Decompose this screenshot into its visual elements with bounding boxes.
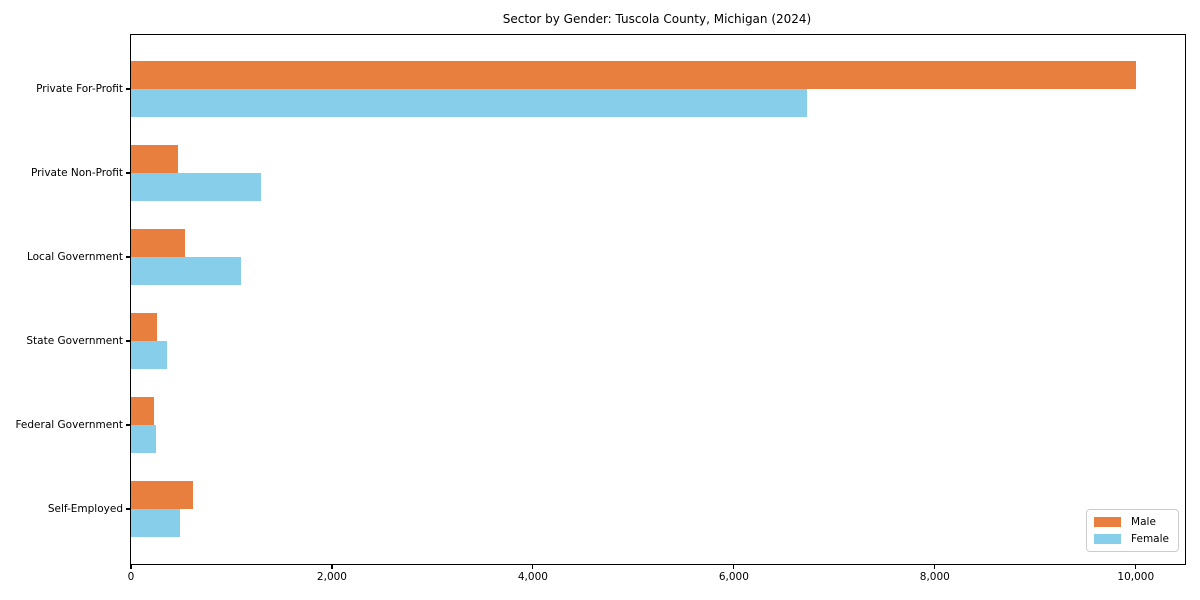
legend: Male Female [1086,509,1179,552]
plot-area: Private For-Profit Private Non-Profit Loca… [15,34,1186,583]
x-tick-mark [130,565,132,570]
bar-female-2 [131,173,261,201]
x-tick-mark [733,565,735,570]
y-category-label: State Government [26,335,123,347]
legend-label-male: Male [1131,516,1156,528]
y-tick-mark [125,424,130,426]
y-category-label: Self-Employed [47,503,123,515]
chart-title: Sector by Gender: Tuscola County, Michig… [502,12,812,26]
y-tick-mark [125,256,130,258]
y-category-label: Private For-Profit [36,83,123,95]
bar-female-3 [131,257,241,285]
bar-male-3 [131,229,186,257]
legend-swatch-female [1094,534,1122,544]
bar-male-2 [131,145,179,173]
bar-female-5 [131,425,157,453]
y-category-label: Private Non-Profit [30,167,123,179]
x-tick-label: 0 [127,571,135,583]
y-tick-mark [125,88,130,90]
bar-female-4 [131,341,168,369]
y-tick-mark [125,508,130,510]
legend-label-female: Female [1131,533,1169,545]
x-tick-mark [331,565,333,570]
x-tick-mark [1135,565,1137,570]
bar-male-1 [131,61,1136,89]
x-tick-label: 4,000 [517,571,548,583]
bar-male-6 [131,481,194,509]
x-tick-label: 6,000 [718,571,749,583]
y-tick-mark [125,172,130,174]
x-tick-label: 8,000 [919,571,950,583]
x-tick-label: 2,000 [316,571,347,583]
x-tick-mark [934,565,936,570]
x-tick-label: 10,000 [1117,571,1155,583]
bar-male-4 [131,313,158,341]
y-tick-mark [125,340,130,342]
bar-male-5 [131,397,155,425]
legend-item-male: Male [1094,516,1169,528]
legend-item-female: Female [1094,533,1169,545]
y-category-label: Federal Government [15,419,123,431]
y-category-label: Local Government [26,251,123,263]
legend-swatch-male [1094,517,1122,527]
bar-female-1 [131,89,808,117]
bar-female-6 [131,509,181,537]
x-tick-mark [532,565,534,570]
